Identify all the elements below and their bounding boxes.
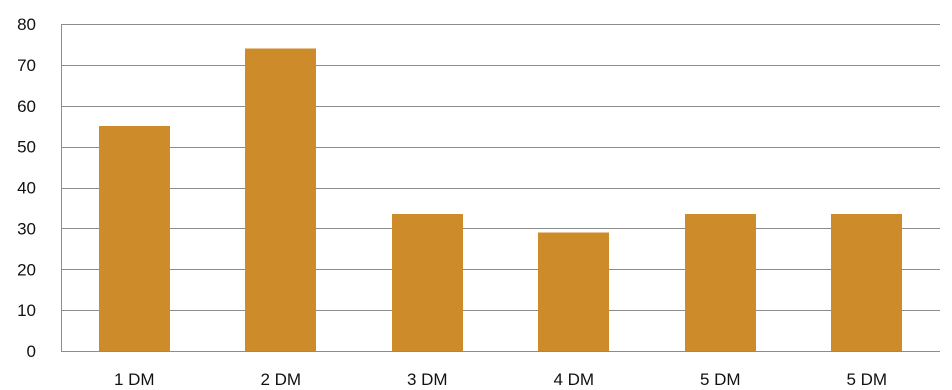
x-tick-label: 4 DM [553, 370, 594, 389]
x-tick-label: 5 DM [846, 370, 887, 389]
bars [99, 48, 902, 352]
x-tick-label: 2 DM [260, 370, 301, 389]
y-tick-label: 70 [17, 56, 36, 75]
y-tick-label: 60 [17, 97, 36, 116]
x-tick-label: 5 DM [700, 370, 741, 389]
bar-5 [685, 214, 756, 351]
axes [61, 24, 940, 352]
grid-lines [61, 24, 940, 311]
bar-1 [99, 126, 170, 351]
bar-4 [538, 232, 609, 351]
y-tick-label: 0 [27, 342, 36, 361]
bar-3 [392, 214, 463, 351]
y-tick-label: 10 [17, 301, 36, 320]
y-tick-label: 20 [17, 260, 36, 279]
y-tick-labels: 0 10 20 30 40 50 60 70 80 [17, 15, 36, 361]
y-tick-label: 80 [17, 15, 36, 34]
y-tick-label: 50 [17, 138, 36, 157]
bar-6 [831, 214, 902, 351]
x-tick-labels: 1 DM 2 DM 3 DM 4 DM 5 DM 5 DM [114, 370, 887, 389]
x-tick-label: 3 DM [407, 370, 448, 389]
bar-2 [245, 48, 316, 352]
x-tick-label: 1 DM [114, 370, 155, 389]
y-tick-label: 30 [17, 219, 36, 238]
y-tick-label: 40 [17, 179, 36, 198]
